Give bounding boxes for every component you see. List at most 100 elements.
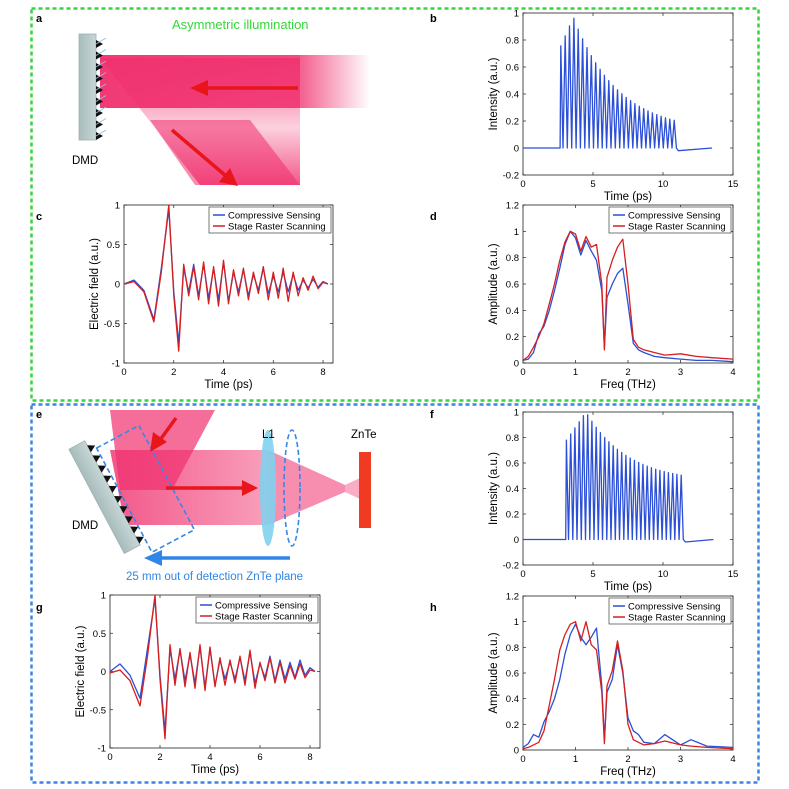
- x-tick-label: 4: [730, 367, 735, 378]
- y-tick-label: 0.6: [506, 63, 519, 74]
- panel-label-b: b: [430, 13, 437, 25]
- y-tick-label: 1: [514, 408, 519, 419]
- x-axis-label: Time (ps): [204, 379, 252, 391]
- x-tick-label: 15: [728, 569, 739, 580]
- beam-focusing: [268, 450, 345, 525]
- diagram-e: DMD L1 ZnTe 25 mm out of detection ZnTe …: [68, 410, 377, 583]
- x-axis-label: Freq (THz): [600, 379, 656, 391]
- y-tick-label: -1: [98, 744, 106, 755]
- x-tick-label: 2: [625, 754, 630, 765]
- chart-d: 0 1 2 3 4 0 0.2 0.4 0.6 0.8 1 1.2 Freq (THz) Amplitud…: [488, 201, 736, 392]
- y-tick-label: 0.4: [506, 694, 519, 705]
- legend-box: [608, 206, 732, 234]
- arrow-incoming: [190, 80, 298, 96]
- dmd-mirror: [96, 97, 103, 106]
- lens-l1: [260, 430, 276, 546]
- legend-entry: Compressive Sensing: [628, 210, 720, 221]
- y-tick-label: 0.5: [93, 629, 106, 640]
- y-axis-label: Electric field (a.u.): [75, 625, 87, 717]
- y-tick-label: 0.8: [506, 253, 519, 264]
- y-tick-label: 0: [514, 144, 519, 155]
- arrow-offset: [144, 550, 290, 566]
- legend-entry: Stage Raster Scanning: [628, 612, 726, 623]
- y-tick-label: 0.5: [107, 240, 120, 251]
- x-tick-label: 8: [307, 752, 312, 763]
- x-tick-label: 8: [320, 367, 325, 378]
- dmd-mirror-hatch: [95, 95, 107, 102]
- y-tick-label: 0: [101, 667, 106, 678]
- dmd-mirror: [96, 109, 103, 117]
- y-tick-label: 0: [514, 359, 519, 370]
- dmd-mirror: [96, 120, 103, 129]
- offset-label: 25 mm out of detection ZnTe plane: [126, 571, 303, 583]
- dmd-mirror-hatch: [95, 60, 107, 68]
- dmd-mirror: [96, 132, 103, 140]
- series-line-intensity: [523, 414, 714, 543]
- legend-entry: Stage Raster Scanning: [628, 221, 726, 232]
- x-tick-label: 10: [658, 179, 669, 190]
- dmd-mirror-hatch: [95, 129, 107, 137]
- legend-box: [208, 206, 332, 234]
- y-tick-label: 0.2: [506, 510, 519, 521]
- y-tick-label: 0.4: [506, 90, 519, 101]
- diagram-a: Asymmetric illumination DMD: [72, 17, 370, 186]
- y-tick-label: 0: [514, 746, 519, 757]
- arrow-incoming-e: [150, 416, 178, 452]
- dmd-mirror: [108, 485, 117, 493]
- y-tick-label: 1: [514, 9, 519, 20]
- dmd-mirror: [96, 40, 103, 48]
- x-tick-label: 0: [520, 367, 525, 378]
- legend-entry: Compressive Sensing: [228, 210, 320, 221]
- dmd-label-e: DMD: [72, 520, 98, 532]
- y-tick-label: 1: [115, 201, 120, 212]
- y-tick-label: 0.4: [506, 484, 519, 495]
- panel-label-g: g: [36, 602, 43, 614]
- legend-entry: Compressive Sensing: [628, 601, 720, 612]
- y-tick-label: 1.2: [506, 201, 519, 212]
- x-tick-label: 0: [520, 179, 525, 190]
- dmd-mirrors: [95, 37, 107, 140]
- x-tick-label: 3: [678, 754, 683, 765]
- x-tick-label: 2: [157, 752, 162, 763]
- legend-entry: Compressive Sensing: [215, 600, 307, 611]
- dmd-mirror: [92, 455, 101, 463]
- arrow-diffracted: [170, 128, 238, 186]
- x-tick-label: 1: [573, 367, 578, 378]
- legend-box: [195, 596, 319, 624]
- dmd-mirror: [96, 51, 103, 60]
- legend-entry: Stage Raster Scanning: [215, 611, 313, 622]
- panel-label-e: e: [36, 409, 42, 421]
- x-axis-label: Time (ps): [604, 581, 652, 593]
- beam-after-focus: [345, 478, 360, 499]
- y-tick-label: 1.2: [506, 592, 519, 603]
- y-axis-label: Amplitude (a.u.): [488, 632, 500, 713]
- dmd-mirror: [87, 445, 96, 453]
- y-tick-label: 1: [101, 591, 106, 602]
- x-axis-label: Time (ps): [604, 191, 652, 203]
- panel-label-d: d: [430, 211, 437, 223]
- x-tick-label: 5: [590, 179, 595, 190]
- panel-label-c: c: [36, 211, 42, 223]
- chart-c: 0 2 4 6 8 -1 -0.5 0 0.5 1 Time (ps) Electric field …: [89, 201, 334, 391]
- x-tick-label: 2: [625, 367, 630, 378]
- x-tick-label: 0: [107, 752, 112, 763]
- series-line-compressive-sensing: [522, 230, 734, 363]
- dmd-mirror-hatch: [95, 72, 107, 79]
- dmd-image-plane-box: [95, 424, 196, 554]
- diagram-a-title: Asymmetric illumination: [172, 17, 309, 32]
- x-tick-label: 6: [271, 367, 276, 378]
- dmd-mirror: [96, 63, 103, 71]
- diffracted-beam-lower: [150, 120, 300, 185]
- axes-box: [522, 411, 734, 566]
- series-line-stage-raster-scanning: [522, 621, 734, 750]
- y-axis-label: Intensity (a.u.): [488, 57, 500, 130]
- x-tick-label: 15: [728, 179, 739, 190]
- x-axis-label: Freq (THz): [600, 766, 656, 778]
- y-tick-label: 0.6: [506, 459, 519, 470]
- legend-entry: Stage Raster Scanning: [228, 221, 326, 232]
- y-tick-label: -0.5: [104, 319, 120, 330]
- y-tick-label: -0.2: [503, 171, 519, 182]
- dmd-label-a: DMD: [72, 155, 98, 167]
